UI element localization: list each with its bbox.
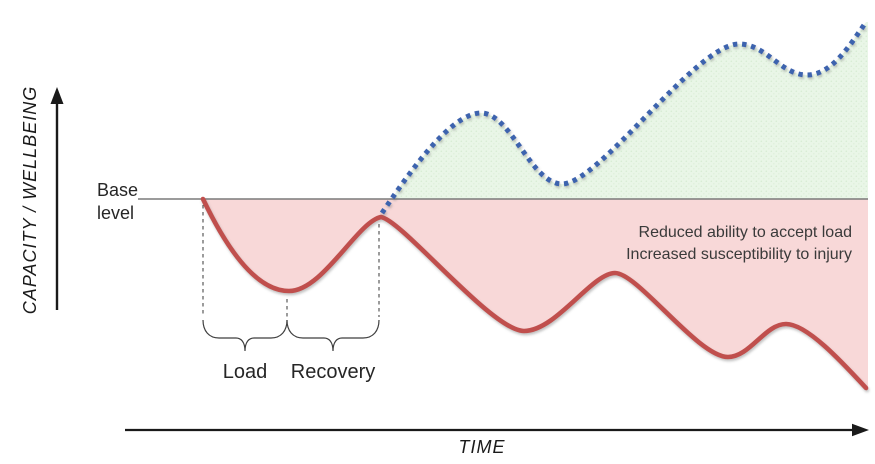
y-axis-arrowhead-icon	[50, 87, 64, 104]
x-axis-arrowhead-icon	[852, 423, 869, 437]
base-level-label-line1: Base	[97, 180, 138, 200]
x-axis-label: TIME	[459, 437, 506, 457]
base-level-label-line2: level	[97, 203, 134, 223]
recovery-label: Recovery	[291, 361, 375, 383]
annotation-line1: Reduced ability to accept load	[639, 224, 852, 241]
load-label: Load	[223, 361, 268, 383]
declining-capacity-curve	[200, 196, 869, 391]
y-axis-label: CAPACITY / WELLBEING	[20, 86, 40, 314]
adaptation-dotted-curve	[379, 20, 869, 215]
load-brace	[202, 319, 288, 352]
recovery-brace	[286, 319, 380, 352]
adaptation-fill-area	[382, 22, 868, 199]
reduced-capacity-fill-area	[203, 199, 868, 388]
annotation-line2: Increased susceptibility to injury	[626, 246, 852, 263]
